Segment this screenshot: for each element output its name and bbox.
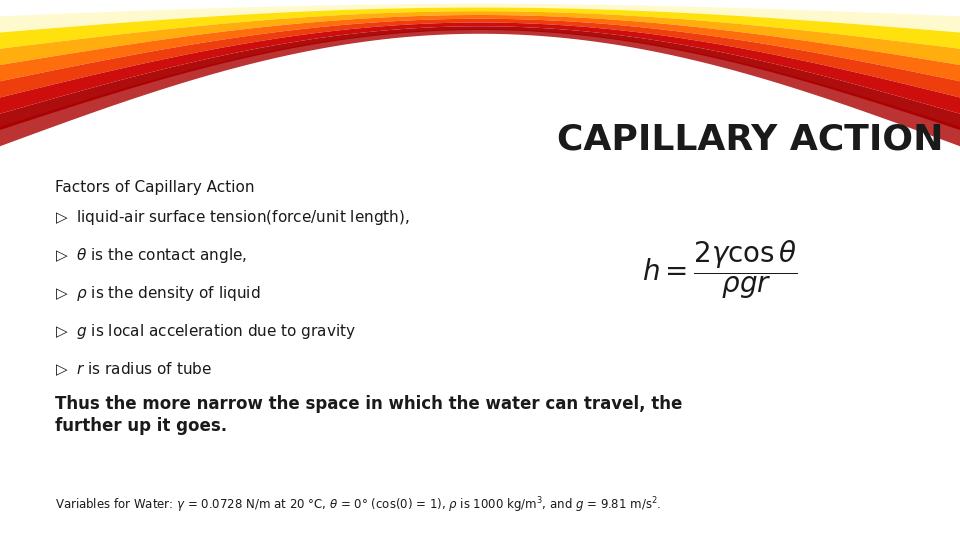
Polygon shape [0, 8, 960, 49]
Text: $\triangleright$  $\theta$ is the contact angle,: $\triangleright$ $\theta$ is the contact… [55, 246, 247, 265]
Polygon shape [0, 29, 960, 146]
Text: Variables for Water: $\gamma$ = 0.0728 N/m at 20 °C, $\theta$ = 0° (cos(0) = 1),: Variables for Water: $\gamma$ = 0.0728 N… [55, 495, 661, 515]
Polygon shape [0, 19, 960, 98]
Text: CAPILLARY ACTION: CAPILLARY ACTION [557, 123, 944, 157]
Text: further up it goes.: further up it goes. [55, 417, 228, 435]
Polygon shape [0, 15, 960, 81]
Polygon shape [0, 23, 960, 114]
Polygon shape [0, 4, 960, 32]
Polygon shape [0, 26, 960, 130]
Text: $\triangleright$  $r$ is radius of tube: $\triangleright$ $r$ is radius of tube [55, 360, 212, 377]
Text: Factors of Capillary Action: Factors of Capillary Action [55, 180, 254, 195]
Polygon shape [0, 11, 960, 65]
Text: $\triangleright$  liquid-air surface tension(force/unit length),: $\triangleright$ liquid-air surface tens… [55, 208, 410, 227]
Text: $\triangleright$  $\rho$ is the density of liquid: $\triangleright$ $\rho$ is the density o… [55, 284, 260, 303]
Text: Thus the more narrow the space in which the water can travel, the: Thus the more narrow the space in which … [55, 395, 683, 413]
Polygon shape [0, 0, 960, 16]
Text: $\triangleright$  $g$ is local acceleration due to gravity: $\triangleright$ $g$ is local accelerati… [55, 322, 356, 341]
Text: $h = \dfrac{2\gamma\cos\theta}{\rho g r}$: $h = \dfrac{2\gamma\cos\theta}{\rho g r}… [642, 239, 798, 301]
